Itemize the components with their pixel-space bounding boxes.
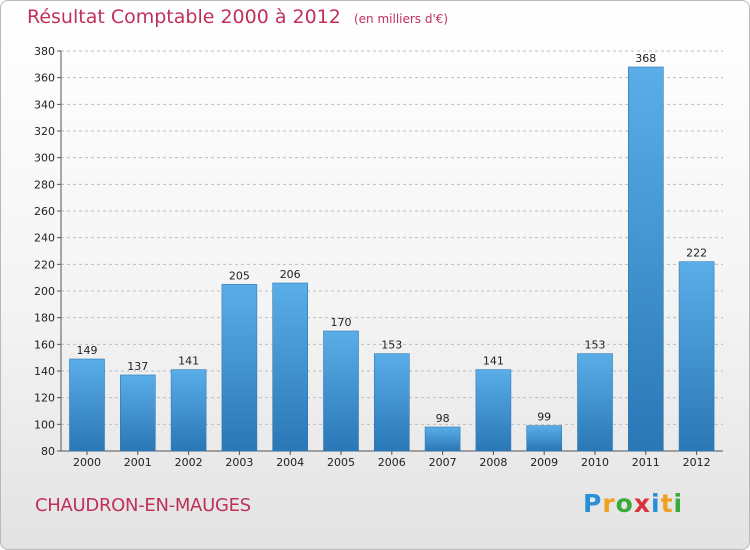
bar — [120, 374, 156, 452]
x-tick-label: 2005 — [327, 456, 355, 469]
bar-value-label: 170 — [331, 316, 352, 329]
y-tick-label: 140 — [34, 365, 55, 378]
y-tick-label: 180 — [34, 312, 55, 325]
x-tick-label: 2004 — [276, 456, 304, 469]
logo-letter: x — [633, 489, 651, 518]
bar-value-label: 99 — [537, 411, 551, 424]
bar-value-label: 98 — [436, 412, 450, 425]
chart-title-block: Résultat Comptable 2000 à 2012 (en milli… — [27, 6, 448, 28]
logo-letter: i — [673, 489, 684, 518]
bar — [577, 353, 613, 452]
x-tick-label: 2006 — [378, 456, 406, 469]
y-tick-label: 340 — [34, 98, 55, 111]
unit-note: (en milliers d'€) — [353, 12, 449, 26]
y-tick-label: 320 — [34, 125, 55, 138]
bar — [627, 66, 664, 452]
bar — [424, 426, 461, 452]
bar-value-label: 222 — [686, 247, 707, 260]
x-tick-label: 2011 — [632, 456, 660, 469]
bar-value-label: 141 — [483, 355, 504, 368]
bar — [221, 284, 258, 452]
bar-value-label: 368 — [635, 52, 656, 65]
bar — [323, 330, 359, 452]
bar — [170, 369, 207, 452]
y-tick-label: 360 — [34, 72, 55, 85]
proxiti-logo: Proxiti — [583, 489, 683, 518]
bar — [526, 425, 563, 452]
logo-letter: r — [602, 489, 616, 518]
x-tick-label: 2000 — [73, 456, 101, 469]
x-tick-label: 2008 — [479, 456, 507, 469]
y-tick-label: 200 — [34, 285, 55, 298]
bar-value-label: 205 — [229, 269, 250, 282]
x-tick-label: 2002 — [175, 456, 203, 469]
bar — [373, 353, 410, 452]
bar-value-label: 206 — [280, 268, 301, 281]
x-tick-label: 2012 — [683, 456, 711, 469]
y-tick-label: 280 — [34, 178, 55, 191]
bar-value-label: 149 — [77, 344, 98, 357]
bar — [475, 369, 512, 452]
bar-value-label: 153 — [585, 339, 606, 352]
x-tick-label: 2001 — [124, 456, 152, 469]
bar-value-label: 137 — [127, 360, 148, 373]
x-tick-label: 2003 — [225, 456, 253, 469]
x-tick-label: 2007 — [429, 456, 457, 469]
bar-value-label: 153 — [381, 339, 402, 352]
y-tick-label: 300 — [34, 152, 55, 165]
logo-letter: o — [615, 489, 634, 518]
y-tick-label: 380 — [34, 45, 55, 58]
x-tick-label: 2010 — [581, 456, 609, 469]
y-tick-label: 160 — [34, 338, 55, 351]
bar-value-label: 141 — [178, 355, 199, 368]
y-tick-label: 120 — [34, 392, 55, 405]
chart-title: Résultat Comptable 2000 à 2012 — [27, 6, 341, 28]
bar — [678, 261, 715, 452]
y-tick-label: 80 — [41, 445, 55, 458]
y-tick-label: 100 — [34, 418, 55, 431]
commune-name: CHAUDRON-EN-MAUGES — [35, 495, 251, 516]
y-tick-label: 260 — [34, 205, 55, 218]
logo-letter: i — [651, 489, 661, 518]
y-tick-label: 220 — [34, 258, 55, 271]
bar — [272, 282, 309, 452]
logo-letter: t — [660, 489, 674, 518]
x-tick-label: 2009 — [530, 456, 558, 469]
logo-letter: P — [583, 489, 603, 518]
y-tick-label: 240 — [34, 232, 55, 245]
bar — [69, 358, 105, 452]
